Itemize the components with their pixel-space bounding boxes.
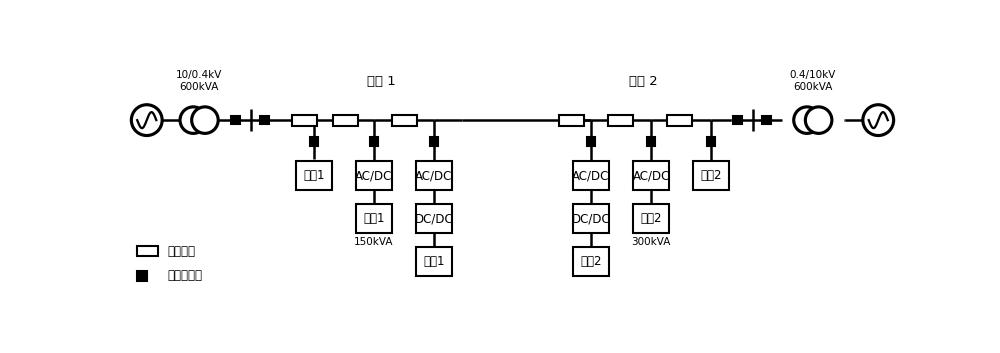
FancyBboxPatch shape: [587, 137, 595, 146]
Circle shape: [805, 107, 832, 133]
FancyBboxPatch shape: [733, 116, 742, 124]
Text: AC/DC: AC/DC: [415, 169, 453, 182]
FancyBboxPatch shape: [573, 247, 609, 276]
FancyBboxPatch shape: [608, 115, 633, 126]
FancyBboxPatch shape: [292, 115, 317, 126]
Circle shape: [131, 105, 162, 136]
Text: 0.4/10kV
600kVA: 0.4/10kV 600kVA: [790, 70, 836, 92]
Text: 光伏1: 光伏1: [363, 212, 385, 225]
FancyBboxPatch shape: [762, 116, 771, 124]
Text: AC/DC: AC/DC: [355, 169, 393, 182]
FancyBboxPatch shape: [392, 115, 417, 126]
FancyBboxPatch shape: [356, 161, 392, 190]
FancyBboxPatch shape: [231, 116, 240, 124]
FancyBboxPatch shape: [260, 116, 269, 124]
FancyBboxPatch shape: [633, 161, 669, 190]
Circle shape: [180, 107, 207, 133]
Text: 储能2: 储能2: [580, 255, 602, 268]
Text: 150kVA: 150kVA: [354, 237, 394, 247]
Circle shape: [863, 105, 894, 136]
FancyBboxPatch shape: [559, 115, 584, 126]
Circle shape: [794, 107, 820, 133]
FancyBboxPatch shape: [416, 204, 452, 233]
FancyBboxPatch shape: [430, 137, 438, 146]
FancyBboxPatch shape: [356, 204, 392, 233]
Text: AC/DC: AC/DC: [632, 169, 670, 182]
FancyBboxPatch shape: [310, 137, 318, 146]
Text: DC/DC: DC/DC: [415, 212, 453, 225]
Text: DC/DC: DC/DC: [572, 212, 610, 225]
FancyBboxPatch shape: [693, 161, 729, 190]
Text: 10/0.4kV
600kVA: 10/0.4kV 600kVA: [176, 70, 222, 92]
Circle shape: [192, 107, 218, 133]
Text: 微网 2: 微网 2: [629, 75, 658, 88]
Text: 光伏2: 光伏2: [640, 212, 662, 225]
FancyBboxPatch shape: [573, 161, 609, 190]
FancyBboxPatch shape: [573, 204, 609, 233]
Text: 交流断路器: 交流断路器: [168, 269, 203, 282]
FancyBboxPatch shape: [647, 137, 655, 146]
Text: AC/DC: AC/DC: [572, 169, 610, 182]
Text: 负荷1: 负荷1: [303, 169, 325, 182]
Text: 线路阻抗: 线路阻抗: [168, 245, 196, 258]
Text: 微网 1: 微网 1: [367, 75, 396, 88]
FancyBboxPatch shape: [633, 204, 669, 233]
FancyBboxPatch shape: [137, 271, 147, 281]
FancyBboxPatch shape: [137, 246, 158, 256]
Text: 300kVA: 300kVA: [631, 237, 671, 247]
FancyBboxPatch shape: [707, 137, 715, 146]
FancyBboxPatch shape: [296, 161, 332, 190]
FancyBboxPatch shape: [416, 161, 452, 190]
Text: 储能1: 储能1: [423, 255, 445, 268]
Text: 负荷2: 负荷2: [700, 169, 722, 182]
FancyBboxPatch shape: [416, 247, 452, 276]
FancyBboxPatch shape: [370, 137, 378, 146]
FancyBboxPatch shape: [667, 115, 692, 126]
FancyBboxPatch shape: [333, 115, 358, 126]
